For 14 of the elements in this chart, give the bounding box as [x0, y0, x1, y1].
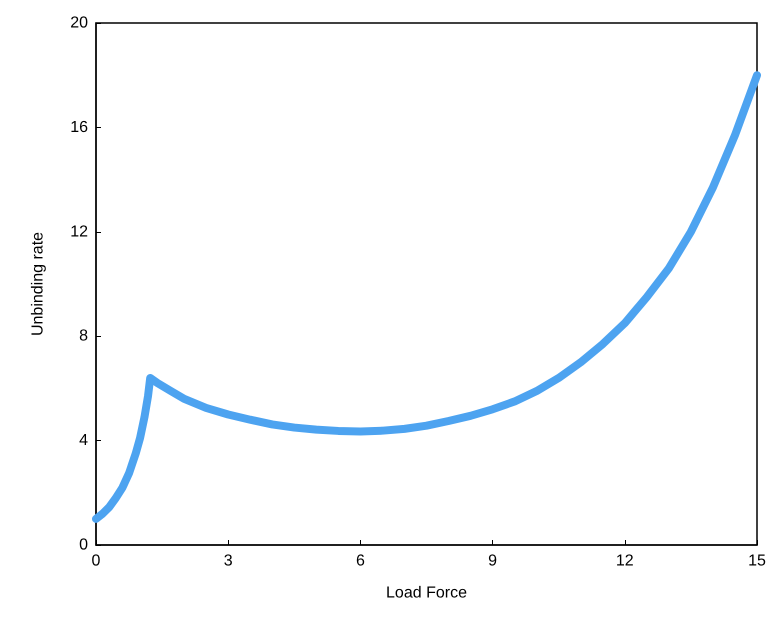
x-axis-title: Load Force [386, 584, 468, 602]
x-tick-label: 12 [616, 552, 634, 570]
y-axis-title: Unbinding rate [30, 232, 46, 336]
x-tick-label: 9 [488, 552, 498, 570]
y-tick-label: 12 [70, 223, 88, 240]
x-tick-label: 0 [92, 552, 101, 570]
y-tick-label: 4 [79, 432, 88, 450]
y-tick-label: 16 [70, 118, 88, 136]
y-tick-label: 8 [79, 328, 88, 345]
x-tick-label: 3 [224, 552, 233, 570]
x-tick-label: 15 [748, 552, 766, 570]
y-tick-label: 20 [70, 14, 88, 32]
x-tick-label: 6 [356, 552, 365, 570]
y-tick-label: 0 [79, 536, 88, 554]
